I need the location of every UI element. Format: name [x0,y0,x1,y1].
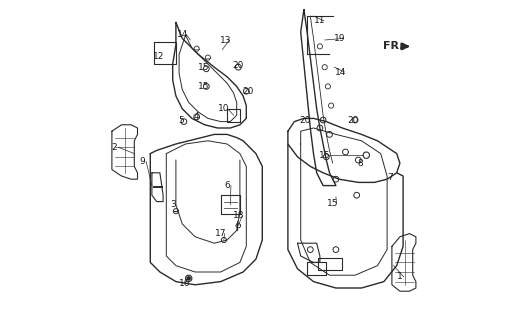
Text: 20: 20 [233,61,244,70]
Text: 9: 9 [140,157,145,166]
Text: 11: 11 [314,16,326,25]
Text: 17: 17 [215,229,226,238]
Text: 6: 6 [224,181,230,190]
Circle shape [187,277,190,280]
Text: 16: 16 [179,279,190,288]
Text: 19: 19 [334,34,346,43]
Text: 3: 3 [170,200,176,209]
Text: 15: 15 [327,199,338,208]
Text: 20: 20 [348,116,359,124]
Text: 7: 7 [388,173,393,182]
Text: 10: 10 [218,104,229,113]
Text: 15: 15 [198,63,210,72]
Text: 14: 14 [177,30,188,39]
Text: 2: 2 [112,143,117,152]
Text: 15: 15 [319,151,330,160]
Text: 20: 20 [300,116,311,124]
Text: 12: 12 [152,52,164,60]
Text: 14: 14 [335,68,346,76]
Text: 4: 4 [194,112,200,121]
Text: 15: 15 [198,82,210,91]
Text: 8: 8 [357,159,363,168]
Text: 20: 20 [242,87,254,96]
Text: 13: 13 [220,36,231,44]
Text: 5: 5 [178,116,184,124]
Text: 1: 1 [397,272,403,281]
Text: FR.: FR. [383,41,404,52]
Text: 18: 18 [233,212,244,220]
